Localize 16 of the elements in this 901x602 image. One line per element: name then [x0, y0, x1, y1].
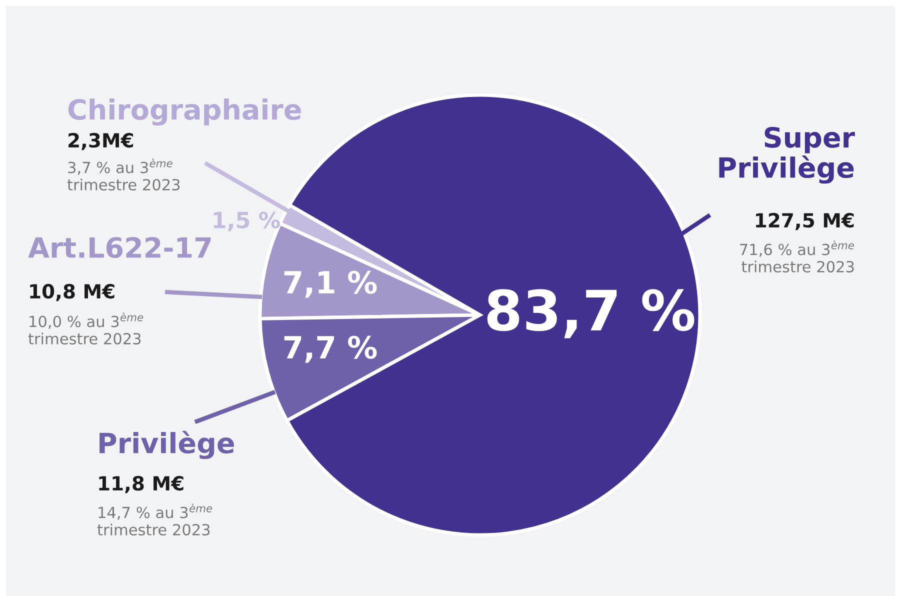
data-label: 7,7 %: [284, 336, 377, 363]
text: 10,8 M€: [30, 284, 114, 302]
slice-label: Privilège: [100, 430, 234, 460]
text: 14,7 % au 3$^{ème}$ trimestre 2023: [97, 504, 212, 536]
slice-label: Super Privilège: [719, 126, 855, 184]
text: 2,3M€: [68, 132, 134, 150]
data-label: 83,7 %: [487, 289, 694, 338]
data-label: 1,5 %: [214, 212, 280, 232]
slice-label: Chirographaire: [68, 98, 301, 126]
text: 11,8 M€: [99, 476, 184, 494]
text: 3,7 % au 3$^{ème}$ trimestre 2023: [67, 158, 180, 190]
text: 71,6 % au 3$^{ème}$ trimestre 2023: [740, 240, 854, 272]
text: 10,0 % au 3$^{ème}$ trimestre 2023: [28, 312, 144, 344]
slice-label: Art.L622-17: [28, 237, 211, 258]
text: 127,5 M€: [756, 212, 854, 230]
data-label: 7,1 %: [284, 270, 377, 298]
